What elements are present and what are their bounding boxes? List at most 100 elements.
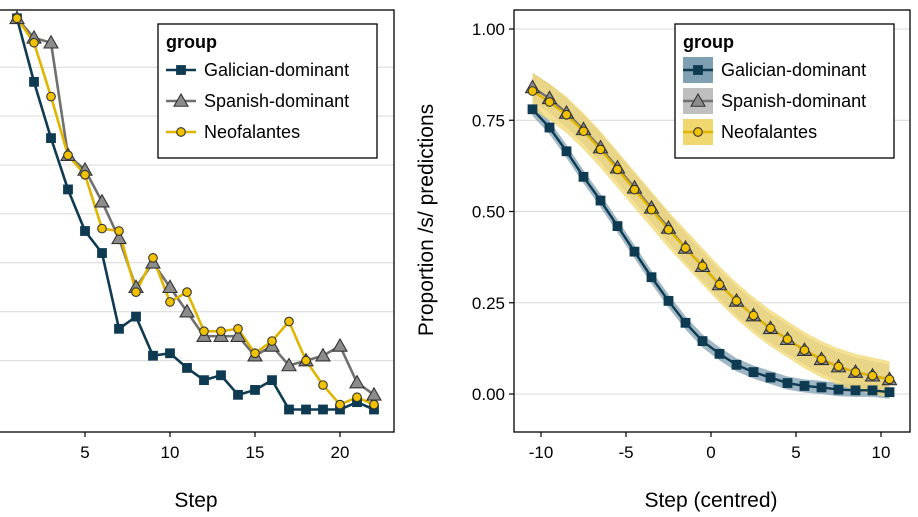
left-x-ticks: 5 10 15 20: [80, 432, 349, 462]
left-point-galician-dominant: [148, 350, 158, 361]
left-point-spanish-dominant: [43, 34, 59, 49]
left-point-neofalantes: [301, 355, 311, 366]
right-legend-entry-galician-dominant: Galician-dominant: [721, 60, 866, 80]
left-point-spanish-dominant: [332, 337, 348, 352]
right-x-ticks: -10 -5 0 5 10: [529, 432, 890, 462]
right-point-galician-dominant: [629, 246, 640, 257]
right-ribbon-neofalantes: [532, 72, 890, 398]
left-plot-frame: [0, 9, 395, 433]
left-series-line-galician-dominant: [15, 17, 375, 411]
right-confidence-ribbons: [532, 72, 890, 399]
left-point-galician-dominant: [233, 389, 243, 400]
right-point-neofalantes: [697, 261, 708, 272]
right-point-neofalantes: [884, 374, 895, 385]
left-point-neofalantes: [233, 323, 243, 334]
right-point-neofalantes: [612, 164, 623, 175]
left-point-galician-dominant: [46, 133, 56, 144]
left-point-galician-dominant: [114, 323, 124, 334]
right-point-neofalantes: [646, 204, 657, 215]
left-point-galician-dominant: [182, 363, 192, 373]
right-plot-data: [524, 79, 898, 398]
left-point-galician-dominant: [199, 375, 209, 386]
left-point-galician-dominant: [29, 76, 39, 87]
left-point-neofalantes: [352, 392, 362, 403]
left-point-galician-dominant: [267, 375, 277, 386]
right-point-galician-dominant: [680, 317, 691, 328]
right-panel: -10 -5 0 5 10 0.00 0.25 0.50 0.75 1.00 Step (cen…: [415, 9, 911, 512]
left-point-spanish-dominant: [349, 374, 365, 389]
right-series-line-galician-dominant: [531, 108, 890, 394]
right-y-axis-label: Proportion /s/ predictions: [415, 104, 438, 336]
right-plot-frame: [513, 9, 911, 433]
left-point-neofalantes: [97, 223, 107, 234]
right-point-neofalantes: [748, 310, 759, 321]
right-x-tick-label: -5: [618, 443, 633, 462]
left-point-spanish-dominant: [179, 303, 195, 318]
right-point-neofalantes: [816, 354, 827, 365]
right-point-neofalantes: [629, 184, 640, 195]
left-point-neofalantes: [182, 287, 192, 297]
right-point-galician-dominant: [714, 348, 725, 359]
left-point-neofalantes: [335, 399, 345, 410]
left-point-spanish-dominant: [94, 193, 110, 208]
right-point-galician-dominant: [867, 385, 878, 396]
left-point-neofalantes: [63, 150, 73, 161]
left-point-spanish-dominant: [315, 347, 331, 362]
right-point-galician-dominant: [782, 378, 793, 388]
right-point-neofalantes: [561, 109, 572, 120]
right-series-line-neofalantes: [531, 90, 890, 381]
right-point-galician-dominant: [816, 382, 827, 393]
left-legend: group Galician-dominant Spanish-dominant Ne…: [157, 23, 378, 159]
left-point-neofalantes: [148, 253, 158, 263]
left-point-neofalantes: [12, 13, 22, 24]
right-point-galician-dominant: [595, 195, 606, 206]
right-x-tick-label: 0: [706, 443, 715, 462]
left-point-neofalantes: [114, 226, 124, 236]
right-point-galician-dominant: [748, 367, 759, 378]
left-legend-box: [157, 23, 378, 159]
right-point-galician-dominant: [731, 359, 742, 370]
right-point-neofalantes: [663, 224, 674, 235]
left-point-galician-dominant: [284, 404, 294, 415]
right-legend: group Galician-dominant Spanish-dominant Ne…: [674, 23, 895, 159]
right-point-neofalantes: [799, 345, 810, 356]
right-point-neofalantes: [595, 144, 606, 155]
left-point-neofalantes: [216, 326, 226, 337]
left-point-galician-dominant: [250, 385, 260, 395]
right-point-galician-dominant: [527, 104, 538, 115]
right-point-neofalantes: [782, 334, 793, 345]
right-point-neofalantes: [850, 367, 861, 377]
right-point-galician-dominant: [833, 384, 844, 395]
right-y-tick-label: 0.50: [472, 203, 505, 222]
left-x-tick-label: 10: [161, 443, 180, 462]
left-point-neofalantes: [250, 348, 260, 359]
right-legend-key-marker: [690, 92, 706, 107]
right-x-tick-label: 5: [791, 443, 800, 462]
left-x-axis-label: Step: [174, 489, 217, 512]
right-point-galician-dominant: [561, 146, 572, 157]
right-point-neofalantes: [867, 370, 878, 381]
right-point-galician-dominant: [646, 272, 657, 283]
right-point-neofalantes: [833, 361, 844, 372]
right-point-galician-dominant: [663, 296, 674, 306]
left-series-line-neofalantes: [15, 17, 375, 406]
left-point-galician-dominant: [63, 184, 73, 195]
right-legend-entry-spanish-dominant: Spanish-dominant: [721, 91, 866, 111]
right-y-tick-label: 0.75: [472, 111, 505, 130]
left-x-tick-label: 5: [80, 443, 89, 462]
left-point-neofalantes: [165, 297, 175, 307]
right-point-galician-dominant: [612, 221, 623, 232]
right-point-neofalantes: [680, 243, 691, 253]
right-point-galician-dominant: [697, 336, 708, 346]
left-point-galician-dominant: [97, 248, 107, 258]
left-legend-entry-galician-dominant: Galician-dominant: [204, 60, 349, 80]
left-legend-key-marker: [176, 127, 186, 137]
right-legend-entry-neofalantes: Neofalantes: [721, 122, 817, 142]
right-y-tick-label: 0.25: [472, 294, 505, 313]
right-point-galician-dominant: [850, 385, 861, 396]
left-point-neofalantes: [369, 399, 379, 410]
left-x-tick-label: 15: [246, 443, 265, 462]
left-point-galician-dominant: [131, 311, 141, 322]
right-point-neofalantes: [578, 126, 589, 137]
